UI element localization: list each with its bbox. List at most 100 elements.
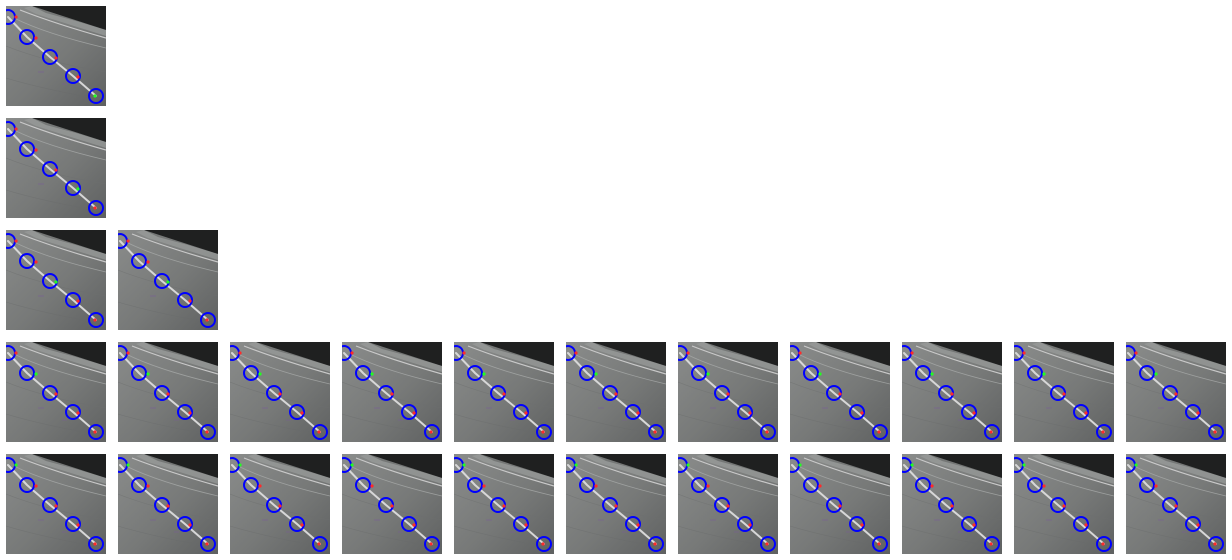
lane-marking [231,352,321,433]
road-thumbnail [6,6,106,106]
road-thumbnail [566,454,666,554]
lane-marking [7,128,97,209]
road-scene-image [902,454,1002,554]
thumbnail-row [6,230,1232,330]
lane-marking [791,464,881,545]
keypoint-marker [1185,404,1201,420]
road-thumbnail [1126,342,1226,442]
keypoint-marker [737,516,753,532]
lane-marking [455,352,545,433]
road-thumbnail [1126,454,1226,554]
keypoint-marker [118,457,130,473]
keypoint-marker [378,385,394,401]
keypoint-marker [1185,516,1201,532]
road-scene-image [118,342,218,442]
keypoint-marker [849,404,865,420]
keypoint-marker [88,200,104,216]
keypoint-marker [938,497,954,513]
keypoint-marker [200,536,216,552]
keypoint-marker [243,477,262,493]
keypoint-marker [678,345,690,361]
thumbnail-grid [6,6,1232,560]
keypoint-marker [579,365,598,381]
keypoint-marker [790,457,802,473]
keypoint-marker [678,457,690,473]
road-thumbnail [902,342,1002,442]
keypoint-marker [790,345,802,361]
lane-marking [679,352,769,433]
lane-marking [903,464,993,545]
keypoint-marker [648,424,664,440]
keypoint-marker [915,365,934,381]
keypoint-marker [88,536,104,552]
keypoint-marker [289,404,305,420]
keypoint-marker [88,312,104,328]
road-scene-image [454,454,554,554]
keypoint-marker [342,345,354,361]
lane-marking [7,240,97,321]
keypoint-marker [42,385,58,401]
keypoint-marker [467,477,486,493]
keypoint-marker [42,161,58,177]
keypoint-marker [131,477,150,493]
keypoint-marker [1027,477,1046,493]
keypoint-marker [177,404,193,420]
keypoint-marker [984,536,1000,552]
road-scene-image [230,342,330,442]
keypoint-marker [289,516,305,532]
road-thumbnail [230,454,330,554]
road-thumbnail [678,342,778,442]
keypoint-marker [355,365,374,381]
road-scene-image [6,230,106,330]
keypoint-marker [803,365,822,381]
keypoint-marker [154,497,170,513]
lane-marking [903,352,993,433]
lane-marking [7,16,97,97]
keypoint-marker [243,365,262,381]
lane-marking [119,240,209,321]
lane-marking [7,464,97,545]
keypoint-marker [1073,404,1089,420]
keypoint-marker [118,345,130,361]
road-scene-image [342,342,442,442]
road-scene-image [1014,454,1114,554]
road-scene-image [6,118,106,218]
keypoint-marker [118,233,130,249]
keypoint-marker [65,68,81,84]
keypoint-marker [1050,497,1066,513]
keypoint-marker [454,457,466,473]
keypoint-marker [266,497,282,513]
thumbnail-row [6,342,1232,442]
road-thumbnail [1014,342,1114,442]
keypoint-marker [1014,345,1026,361]
keypoint-marker [536,424,552,440]
road-scene-image [342,454,442,554]
keypoint-marker [65,516,81,532]
lane-marking [343,464,433,545]
keypoint-marker [566,345,578,361]
keypoint-marker [19,253,38,269]
road-thumbnail [6,454,106,554]
road-thumbnail [454,342,554,442]
road-thumbnail [6,230,106,330]
keypoint-marker [1162,385,1178,401]
keypoint-marker [1027,365,1046,381]
keypoint-marker [230,345,242,361]
keypoint-marker [401,404,417,420]
keypoint-marker [1208,536,1224,552]
keypoint-marker [760,424,776,440]
road-thumbnail [118,230,218,330]
keypoint-marker [19,365,38,381]
keypoint-marker [961,404,977,420]
keypoint-marker [1096,424,1112,440]
thumbnail-row [6,118,1232,218]
road-thumbnail [790,342,890,442]
road-thumbnail [118,342,218,442]
road-thumbnail [1014,454,1114,554]
keypoint-marker [424,536,440,552]
lane-marking [679,464,769,545]
keypoint-marker [579,477,598,493]
keypoint-marker [1208,424,1224,440]
lane-marking [1127,464,1217,545]
keypoint-marker [230,457,242,473]
